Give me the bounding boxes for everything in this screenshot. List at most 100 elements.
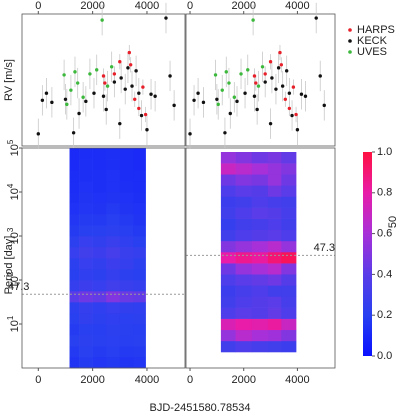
heatmap-cell <box>69 203 80 215</box>
y-tick-base: 10 <box>9 232 21 244</box>
rv-point <box>112 80 117 84</box>
rv-point <box>220 88 224 92</box>
rv-point <box>126 66 130 70</box>
rv-point <box>274 87 278 91</box>
colorbar-tick-label: 0.4 <box>377 268 392 280</box>
rv-point <box>141 85 145 89</box>
legend-marker <box>348 39 352 43</box>
heatmap-cell <box>251 329 269 342</box>
legend-marker <box>348 50 352 54</box>
rv-point <box>119 76 123 80</box>
rv-point <box>69 88 73 92</box>
heatmap-cell <box>133 192 146 204</box>
heatmap-cell <box>281 174 297 186</box>
heatmap-cell <box>69 170 80 182</box>
rv-axis-label: RV [m/s] <box>3 59 15 101</box>
rv-point <box>84 99 88 104</box>
rv-point <box>137 91 141 95</box>
legend-label: HARPS <box>357 24 395 36</box>
heatmap-cell <box>267 163 282 175</box>
rv-frame <box>185 13 336 147</box>
x-tick-label-top: 2000 <box>80 0 104 12</box>
rv-point <box>172 103 176 108</box>
rv-point <box>232 95 237 99</box>
heatmap-cell <box>92 180 107 193</box>
rv-point <box>118 60 122 64</box>
rv-point <box>168 74 172 78</box>
heatmap-cell <box>69 214 80 226</box>
heatmap-cell <box>119 159 134 171</box>
heatmap-cell <box>69 302 80 314</box>
heatmap-cell <box>267 152 282 164</box>
rv-point <box>251 18 255 22</box>
heatmap-cell <box>119 214 134 226</box>
heatmap-cell <box>119 280 134 292</box>
heatmap-cell <box>251 318 269 331</box>
heatmap-cell <box>220 263 236 275</box>
heatmap-cell <box>220 174 236 186</box>
heatmap-cell <box>133 203 146 215</box>
heatmap-cell <box>220 196 236 208</box>
heatmap-cell <box>251 285 269 297</box>
rv-point <box>95 68 99 72</box>
rv-point <box>314 16 318 20</box>
heatmap-cell <box>281 185 297 197</box>
heatmap-cell <box>235 174 253 186</box>
heatmap-cell <box>106 324 121 336</box>
legend-label: KECK <box>357 35 388 47</box>
heatmap-cell <box>267 318 282 331</box>
heatmap-cell <box>106 268 121 281</box>
rv-point <box>62 73 66 77</box>
heatmap-cell <box>235 229 253 242</box>
rv-point <box>268 121 273 126</box>
y-tick-exponent: 3 <box>6 227 15 232</box>
rv-point <box>303 94 308 98</box>
heatmap-cell <box>79 170 93 182</box>
heatmap-cell <box>251 340 269 353</box>
rv-point <box>243 91 247 95</box>
heatmap-cell <box>92 159 107 171</box>
heatmap-cell <box>281 218 297 231</box>
heatmap-cell <box>281 152 297 164</box>
heatmap-cell <box>281 229 297 242</box>
heatmap-cell <box>133 280 146 292</box>
heatmap-cell <box>79 280 93 292</box>
rv-point <box>196 91 200 95</box>
rv-point <box>263 80 267 84</box>
heatmap-cell <box>235 207 253 219</box>
y-tick-exponent: 1 <box>6 315 15 320</box>
heatmap-cell <box>267 252 282 264</box>
rv-point <box>287 91 292 95</box>
periodogram-frame <box>185 147 336 369</box>
heatmap-cell <box>281 163 297 175</box>
y-tick-label: 104 <box>6 183 21 200</box>
legend-label: UVES <box>357 46 387 58</box>
heatmap-cell <box>133 148 146 160</box>
heatmap-cell <box>235 296 253 308</box>
heatmap-cell <box>235 152 253 164</box>
heatmap-cell <box>220 207 236 219</box>
heatmap-cell <box>281 318 297 331</box>
rv-point <box>263 72 267 76</box>
heatmap-cell <box>133 268 146 281</box>
rv-point <box>192 98 196 103</box>
rv-point <box>252 94 257 98</box>
heatmap-cell <box>119 203 134 215</box>
rv-point <box>143 112 148 117</box>
heatmap-cell <box>79 180 93 193</box>
rv-point <box>294 112 298 117</box>
rv-point <box>276 66 281 70</box>
y-tick-label: 105 <box>6 139 21 156</box>
heatmap-cell <box>133 312 146 325</box>
rv-point <box>130 84 134 88</box>
heatmap-cell <box>220 218 236 231</box>
heatmap-cell <box>69 291 80 303</box>
rv-point <box>101 94 106 98</box>
period-axis-label: Period [day] <box>3 236 15 295</box>
y-tick-base: 10 <box>9 320 21 332</box>
heatmap-cell <box>69 258 80 270</box>
rv-point <box>73 70 77 74</box>
heatmap-cell <box>133 159 146 171</box>
y-tick-label: 103 <box>6 227 21 244</box>
